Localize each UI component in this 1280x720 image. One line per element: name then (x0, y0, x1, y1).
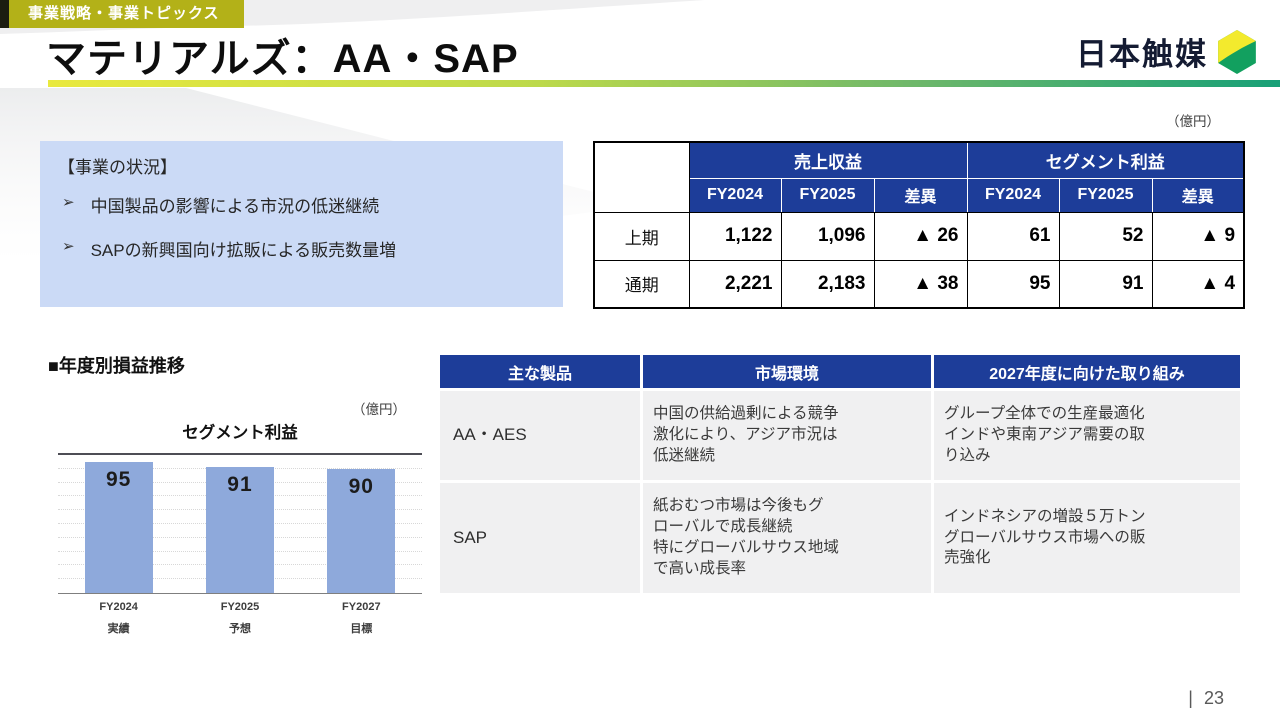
company-logo: 日本触媒 (1076, 29, 1256, 74)
bar-value-label: 95 (105, 467, 132, 491)
products-header-market: 市場環境 (643, 355, 931, 388)
initiatives-text: グループ全体での生産最適化 インドや東南アジア需要の取 り込み (934, 391, 1240, 480)
tag-accent-bar (0, 0, 9, 28)
bar-slot: 90 (301, 455, 422, 593)
x-axis-label-fy2024: FY2024 実績 (58, 601, 179, 636)
section-tag: 事業戦略・事業トピックス (0, 0, 244, 28)
title-underline (48, 80, 1280, 87)
results-corner-cell (593, 141, 690, 213)
status-bullet-text: 中国製品の影響による市況の低迷継続 (90, 197, 380, 216)
results-value: 1,096 (780, 211, 875, 261)
chart-title: セグメント利益 (182, 424, 298, 442)
results-value: 91 (1058, 259, 1153, 309)
arrow-bullet-icon: ➢ (62, 194, 75, 211)
results-value: 1,122 (688, 211, 782, 261)
results-value: 52 (1058, 211, 1153, 261)
x-axis-label-fy2025: FY2025 予想 (179, 601, 300, 636)
bar-chart-bars: 95 91 90 (58, 455, 422, 593)
results-row-first-half: 上期 1,122 1,096 ▲ 26 61 52 ▲ 9 (593, 211, 1245, 261)
chart-bar-fy2025: 91 (205, 467, 274, 593)
status-box-title: 【事業の状況】 (58, 158, 177, 177)
results-value: 61 (966, 211, 1060, 261)
page-number-separator: | (1188, 688, 1193, 708)
chart-section-heading: ■年度別損益推移 (48, 356, 185, 376)
results-value: 2,183 (780, 259, 875, 309)
unit-label-chart: （億円） (352, 402, 406, 417)
products-row-sap: SAP 紙おむつ市場は今後もグ ローバルで成長継続 特にグローバルサウス地域 で… (440, 483, 1240, 593)
market-environment-text: 紙おむつ市場は今後もグ ローバルで成長継続 特にグローバルサウス地域 で高い成長… (643, 483, 931, 593)
unit-label-top: （億円） (1166, 114, 1220, 129)
products-header-row: 主な製品 市場環境 2027年度に向けた取り組み (440, 355, 1240, 388)
page-number-value: 23 (1203, 688, 1224, 708)
results-col-header: FY2024 (966, 177, 1060, 213)
market-environment-text: 中国の供給過剰による競争 激化により、アジア市況は 低迷継続 (643, 391, 931, 480)
results-col-header: FY2025 (1058, 177, 1153, 213)
results-col-header: 差異 (1151, 177, 1245, 213)
x-axis-sublabel: 実績 (107, 623, 130, 635)
bar-value-label: 91 (227, 473, 253, 497)
business-status-box: 【事業の状況】 ➢ 中国製品の影響による市況の低迷継続 ➢ SAPの新興国向け拡… (40, 141, 563, 307)
page-number: | 23 (1188, 688, 1224, 709)
chart-bar-fy2027: 90 (327, 468, 396, 593)
bar-value-label: 90 (348, 474, 374, 498)
company-logo-hexagon-icon (1218, 29, 1256, 74)
products-table: 主な製品 市場環境 2027年度に向けた取り組み AA・AES 中国の供給過剰に… (437, 352, 1243, 596)
results-value: 95 (966, 259, 1060, 309)
results-group-header-row: 売上収益 セグメント利益 (593, 141, 1245, 213)
arrow-bullet-icon: ➢ (62, 238, 75, 255)
results-value: 2,221 (688, 259, 782, 309)
results-row-full-year: 通期 2,221 2,183 ▲ 38 95 91 ▲ 4 (593, 259, 1245, 309)
status-bullet-item: ➢ 中国製品の影響による市況の低迷継続 (58, 192, 545, 217)
bar-chart-plot: 95 91 90 (58, 453, 422, 594)
products-header-product: 主な製品 (440, 355, 640, 388)
results-table: 売上収益 セグメント利益 FY2024 FY2025 差異 FY2024 FY2… (593, 141, 1246, 309)
results-row-label: 上期 (593, 211, 690, 261)
section-tag-label: 事業戦略・事業トピックス (9, 0, 244, 28)
initiatives-text: インドネシアの増設５万トン グローバルサウス市場への販 売強化 (934, 483, 1240, 593)
bar-slot: 91 (179, 455, 300, 593)
product-name: SAP (440, 483, 640, 593)
bar-slot: 95 (58, 455, 179, 593)
results-row-label: 通期 (593, 259, 690, 309)
x-axis-category: FY2025 (220, 601, 260, 613)
results-value: ▲ 9 (1151, 211, 1245, 261)
product-name: AA・AES (440, 391, 640, 480)
products-row-aa-aes: AA・AES 中国の供給過剰による競争 激化により、アジア市況は 低迷継続 グル… (440, 391, 1240, 480)
products-header-initiatives: 2027年度に向けた取り組み (934, 355, 1240, 388)
page-title: マテリアルズ：AA・SAP (46, 37, 519, 81)
results-col-header: FY2024 (688, 177, 782, 213)
x-axis-sublabel: 目標 (350, 623, 373, 635)
x-axis-label-fy2027: FY2027 目標 (301, 601, 422, 636)
results-col-header: 差異 (873, 177, 968, 213)
x-axis-sublabel: 予想 (228, 623, 251, 635)
results-value: ▲ 4 (1151, 259, 1245, 309)
status-bullet-text: SAPの新興国向け拡販による販売数量増 (90, 241, 397, 260)
results-value: ▲ 26 (873, 211, 968, 261)
results-group-header-segment-profit: セグメント利益 (966, 141, 1245, 179)
results-group-header-revenue: 売上収益 (688, 141, 968, 179)
chart-x-axis-labels: FY2024 実績 FY2025 予想 FY2027 目標 (58, 601, 422, 636)
chart-bar-fy2024: 95 (84, 461, 153, 593)
company-logo-text: 日本触媒 (1076, 37, 1208, 72)
x-axis-category: FY2024 (99, 601, 138, 613)
x-axis-category: FY2027 (342, 601, 381, 613)
results-col-header: FY2025 (780, 177, 875, 213)
status-bullet-item: ➢ SAPの新興国向け拡販による販売数量増 (58, 236, 545, 261)
results-value: ▲ 38 (873, 259, 968, 309)
results-sub-header-row: FY2024 FY2025 差異 FY2024 FY2025 差異 (594, 177, 1245, 213)
